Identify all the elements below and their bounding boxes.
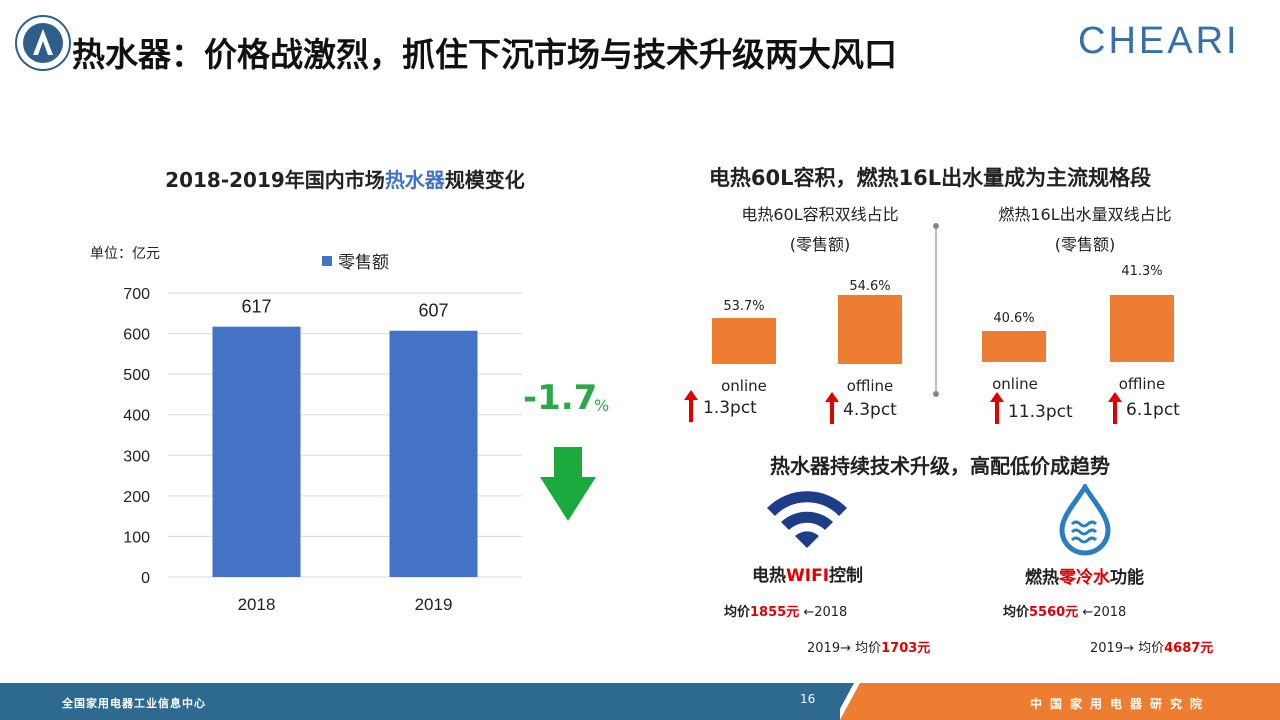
group1-online-change: 1.3pct: [703, 398, 757, 418]
retail-bar-chart: 0 100 200 300 400 500 600 700 617 607 2018 2019 零…: [123, 253, 522, 614]
group2-offline-channel: offline: [1118, 375, 1166, 393]
footer-org-name: 全国家用电器工业信息中心: [62, 697, 206, 710]
price-year: ←2018: [803, 605, 848, 620]
water-drop-icon: [1059, 484, 1111, 556]
feature2-price-2018: 均价5560元 ←2018: [1003, 601, 1126, 620]
price-value: 5560元: [1029, 605, 1079, 620]
price-prefix: 2019→ 均价: [1090, 641, 1165, 656]
group2-title: 燃热16L出水量双线占比: [998, 205, 1172, 224]
group1-subtitle: (零售额): [789, 235, 851, 254]
group1-online-value: 53.7%: [723, 299, 765, 314]
bar-2018: [212, 326, 301, 577]
group1-offline-change: 4.3pct: [843, 400, 897, 420]
brand-logo: CHEARI: [1078, 20, 1240, 62]
data-label: 607: [418, 301, 448, 321]
feature1-label-highlight: WIFI: [786, 566, 830, 586]
footer-bar-left: [0, 683, 860, 720]
price-value: 1703元: [881, 641, 931, 656]
footer-bar-right: [860, 683, 1280, 720]
feature2-price-2019: 2019→ 均价4687元: [1090, 637, 1213, 656]
legend-label: 零售额: [338, 253, 389, 273]
y-tick-label: 200: [123, 489, 150, 506]
feature1-label-suffix: 控制: [829, 566, 864, 586]
feature1-price-2018: 均价1855元 ←2018: [724, 601, 847, 620]
price-year: ←2018: [1082, 605, 1127, 620]
group2-offline-bar: [1110, 295, 1174, 362]
y-tick-label: 700: [123, 286, 150, 303]
change-value: -1.7: [523, 378, 598, 418]
group1-offline-value: 54.6%: [849, 279, 891, 294]
group1-offline-bar: [838, 295, 902, 364]
y-tick-label: 500: [123, 367, 150, 384]
y-tick-label: 400: [123, 408, 150, 425]
left-chart-title: 2018-2019年国内市场热水器规模变化: [110, 164, 580, 193]
down-arrow-icon: [540, 447, 596, 521]
price-value: 4687元: [1164, 641, 1214, 656]
group2-online-value: 40.6%: [993, 311, 1035, 326]
group2-online-channel: online: [992, 375, 1038, 393]
x-tick-label: 2018: [238, 595, 276, 614]
up-arrow-icon: [684, 390, 698, 422]
group1-title: 电热60L容积双线占比: [741, 205, 899, 224]
price-prefix: 2019→ 均价: [807, 641, 882, 656]
up-arrow-icon: [1108, 392, 1122, 424]
feature2-label-suffix: 功能: [1110, 568, 1144, 588]
up-arrow-icon: [825, 392, 839, 424]
page-number: 16: [800, 692, 816, 706]
right-top-title: 电热60L容积，燃热16L出水量成为主流规格段: [708, 166, 1152, 190]
left-chart-title-suffix: 规模变化: [444, 168, 525, 192]
group2-offline-change: 6.1pct: [1126, 400, 1180, 420]
legend-swatch: [322, 256, 332, 266]
bar-2019: [389, 330, 478, 577]
footer-institute-name: 中国家用电器研究院: [1030, 697, 1211, 711]
left-chart-title-highlight: 热水器: [384, 168, 445, 192]
x-tick-label: 2019: [415, 595, 453, 614]
group2-online-change: 11.3pct: [1008, 402, 1073, 422]
right-bottom-title: 热水器持续技术升级，高配低价成趋势: [770, 454, 1110, 478]
up-arrow-icon: [990, 392, 1004, 424]
y-tick-label: 300: [123, 448, 150, 465]
change-unit: %: [594, 396, 610, 415]
group1-online-channel: online: [721, 377, 767, 395]
group-divider: [933, 223, 939, 397]
price-prefix: 均价: [724, 605, 751, 620]
group1-online-bar: [712, 318, 776, 364]
left-chart-title-prefix: 2018-2019年国内市场: [165, 168, 385, 192]
group2-online-bar: [982, 331, 1046, 362]
y-tick-label: 600: [123, 327, 150, 344]
price-prefix: 均价: [1003, 605, 1030, 620]
org-logo-icon: [15, 15, 71, 71]
group2-offline-value: 41.3%: [1121, 264, 1163, 279]
feature2-label: 燃热零冷水功能: [1025, 563, 1144, 588]
group2-subtitle: (零售额): [1054, 235, 1116, 254]
feature1-label-prefix: 电热: [752, 566, 786, 586]
group1-offline-channel: offline: [846, 377, 894, 395]
unit-label: 单位：亿元: [90, 246, 160, 262]
price-value: 1855元: [750, 605, 800, 620]
y-tick-label: 0: [141, 570, 150, 587]
feature1-label: 电热WIFI控制: [752, 561, 863, 586]
y-tick-label: 100: [123, 529, 150, 546]
data-label: 617: [241, 297, 271, 317]
feature2-label-highlight: 零冷水: [1059, 568, 1110, 588]
page-title: 热水器：价格战激烈，抓住下沉市场与技术升级两大风口: [72, 35, 897, 74]
feature2-label-prefix: 燃热: [1025, 568, 1059, 588]
feature1-price-2019: 2019→ 均价1703元: [807, 637, 930, 656]
wifi-icon: [767, 491, 847, 548]
